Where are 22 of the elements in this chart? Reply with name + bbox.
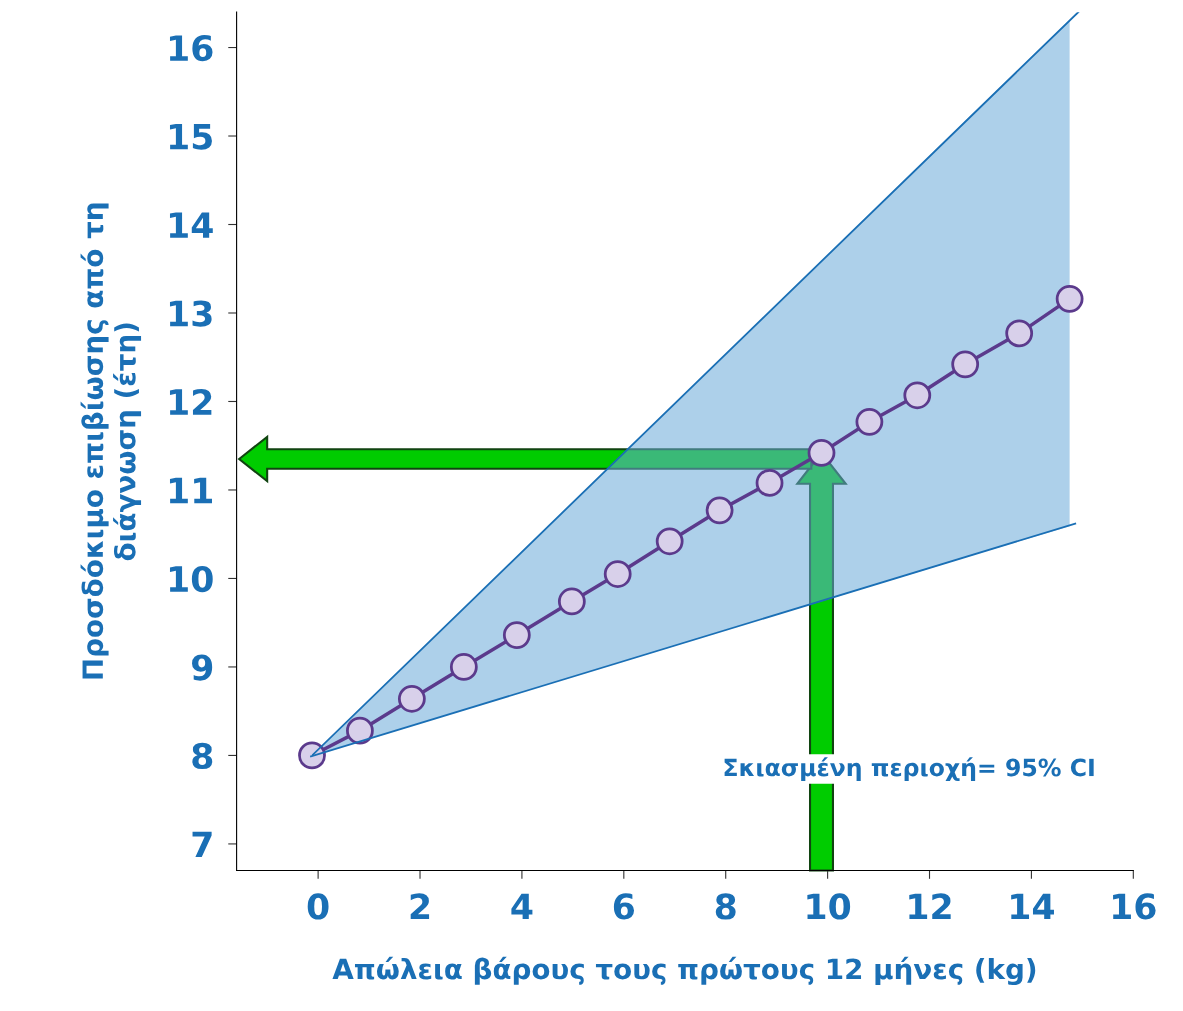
y-tick-label: 7: [192, 831, 212, 858]
x-tick-label: 8: [715, 893, 736, 920]
annotation: Σκιασμένη περιοχή= 95% CI: [724, 757, 1094, 781]
x-tick-label: 16: [1113, 893, 1156, 920]
x-tick-label: 14: [1011, 893, 1054, 920]
x-tick-label: 12: [909, 893, 951, 920]
y-tick-label: 8: [192, 742, 213, 770]
y-axis-title: Προσδόκιμο επιβίωσης από τη διάγνωση (έτη): [80, 203, 142, 679]
x-tick-label: 0: [307, 893, 329, 920]
x-tick-label: 6: [613, 893, 635, 920]
y-tick-label: 12: [169, 388, 212, 415]
y-tick-label: 14: [169, 212, 213, 238]
y-tick-label: 15: [169, 123, 212, 150]
y-tick-label: 10: [169, 565, 213, 593]
x-tick-label: 4: [511, 893, 533, 920]
x-tick-label: 10: [807, 893, 851, 920]
y-tick-label: 11: [169, 477, 212, 504]
x-axis-title: Απώλεια βάρους τους πρώτους 12 μήνες (kg): [332, 956, 1036, 986]
y-tick-label: 16: [169, 34, 213, 62]
y-tick-label: 13: [169, 300, 212, 327]
y-tick-label: 9: [192, 654, 213, 681]
x-tick-label: 2: [410, 893, 430, 920]
